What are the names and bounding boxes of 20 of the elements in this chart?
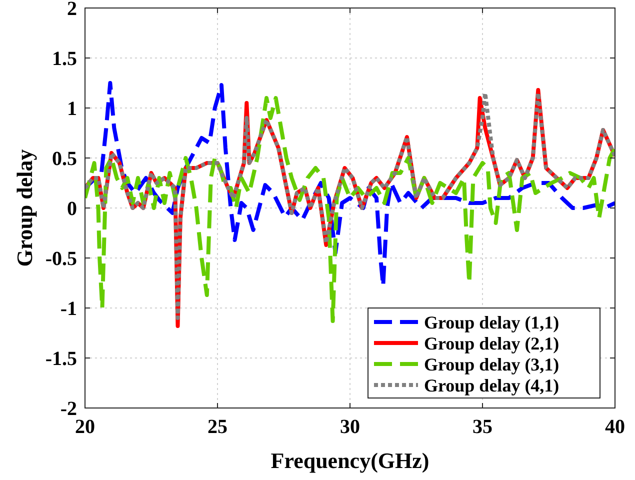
x-axis-title: Frequency(GHz)	[270, 448, 430, 473]
legend-label: Group delay (4,1)	[424, 375, 560, 396]
y-tick-label: 1	[67, 98, 77, 120]
x-tick-label: 35	[472, 416, 492, 438]
y-tick-label: 0.5	[52, 148, 77, 170]
y-tick-label: -1	[60, 298, 77, 320]
x-tick-label: 20	[75, 416, 95, 438]
y-tick-label: 2	[67, 0, 77, 20]
legend-label: Group delay (1,1)	[424, 312, 560, 332]
x-tick-label: 30	[340, 416, 360, 438]
y-tick-label: 0	[67, 198, 77, 220]
x-tick-label: 40	[605, 416, 625, 438]
legend-label: Group delay (2,1)	[424, 333, 560, 354]
y-tick-label: -2	[60, 398, 77, 420]
x-tick-label: 25	[208, 416, 228, 438]
y-tick-label: -1.5	[45, 348, 77, 370]
y-axis-title: Group delay	[12, 149, 37, 267]
y-tick-label: -0.5	[45, 248, 77, 270]
y-tick-label: 1.5	[52, 48, 77, 70]
legend-label: Group delay (3,1)	[424, 354, 560, 374]
